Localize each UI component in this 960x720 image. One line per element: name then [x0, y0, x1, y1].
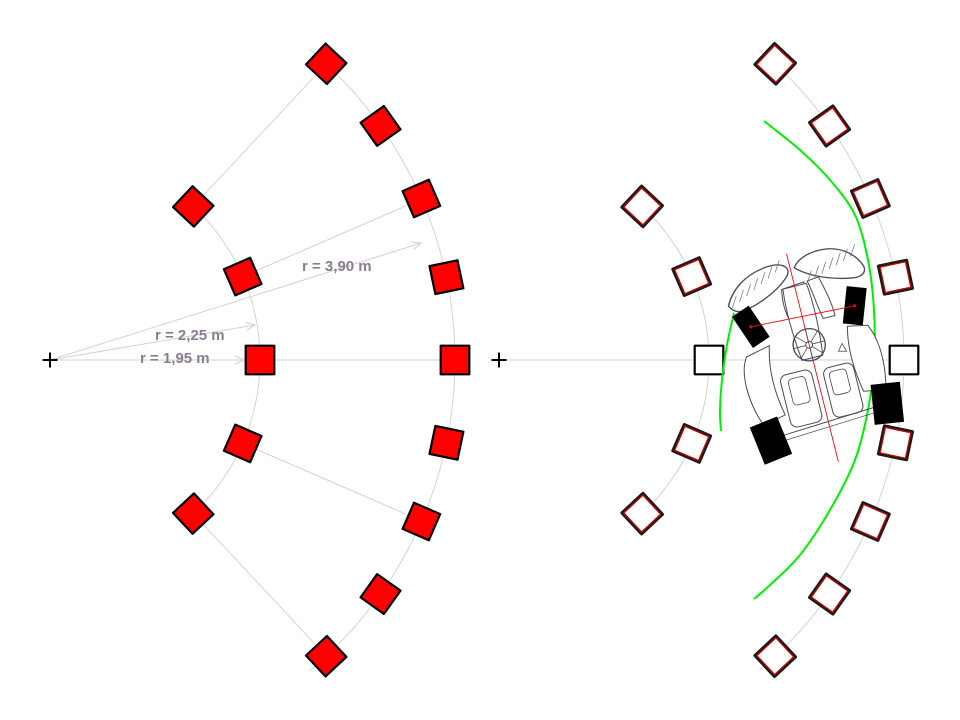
svg-text:r = 3,90 m: r = 3,90 m	[302, 258, 372, 275]
svg-text:r = 2,25 m: r = 2,25 m	[155, 327, 225, 344]
svg-text:r = 1,95 m: r = 1,95 m	[140, 350, 210, 367]
